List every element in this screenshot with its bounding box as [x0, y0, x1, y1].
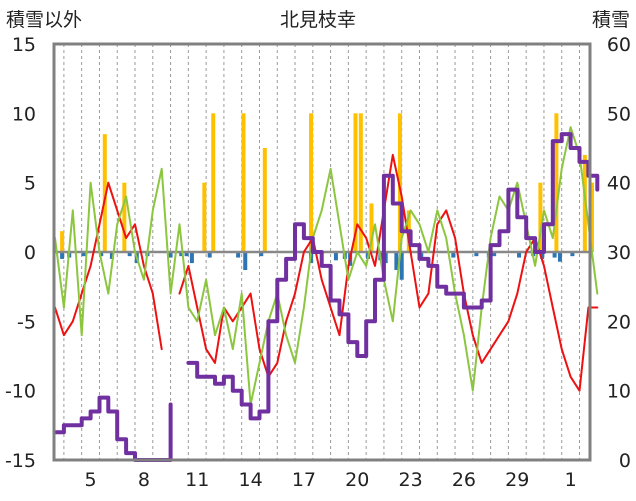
- negative-bar: [168, 252, 173, 258]
- negative-bar: [207, 252, 212, 258]
- negative-bar: [243, 252, 248, 271]
- negative-bar: [394, 252, 399, 271]
- negative-bar: [333, 252, 338, 261]
- precip-bar: [589, 182, 594, 252]
- y-left-tick-label: 15: [12, 34, 36, 56]
- negative-bar: [474, 252, 479, 257]
- precip-bar: [262, 148, 267, 252]
- y-right-tick-label: 30: [607, 242, 631, 264]
- negative-bar: [557, 252, 562, 262]
- y-left-tick-label: 5: [24, 173, 36, 195]
- negative-bar: [570, 252, 575, 257]
- y-right-ticks: 60 50 40 30 20 10 0: [607, 34, 631, 472]
- precip-bar: [397, 113, 402, 252]
- x-tick-label: 5: [85, 469, 97, 491]
- series-line-0: [54, 153, 599, 392]
- x-tick-label: 11: [185, 469, 209, 491]
- negative-bar: [109, 252, 114, 259]
- y-left-tick-label: -5: [17, 311, 36, 333]
- precip-bar: [538, 182, 543, 252]
- negative-bar: [259, 252, 264, 257]
- negative-bar: [127, 252, 132, 257]
- x-tick-label: 20: [345, 469, 369, 491]
- negative-bar: [81, 252, 86, 257]
- lines-layer: [53, 126, 600, 462]
- precip-bar: [554, 113, 559, 252]
- y-right-tick-label: 50: [607, 103, 631, 125]
- precip-bar: [60, 231, 65, 252]
- precip-bar: [353, 113, 358, 252]
- x-tick-label: 14: [238, 469, 262, 491]
- precip-bar: [309, 113, 314, 252]
- x-tick-label: 1: [565, 469, 577, 491]
- precip-bar: [211, 113, 216, 252]
- plot-frame: [52, 42, 592, 462]
- negative-bar: [184, 252, 189, 257]
- x-tick-label: 29: [505, 469, 529, 491]
- x-ticks: 5 8 11 14 17 20 23 26 29 1: [85, 469, 577, 491]
- negative-bar: [60, 252, 65, 259]
- y-right-tick-label: 20: [607, 311, 631, 333]
- negative-bar: [451, 252, 456, 258]
- negative-bar: [492, 252, 497, 257]
- y-left-ticks: 15 10 5 0 -5 -10 -15: [5, 34, 36, 472]
- y-left-tick-label: -15: [5, 450, 36, 472]
- precip-bar: [241, 113, 246, 252]
- x-tick-label: 8: [138, 469, 150, 491]
- negative-bar: [179, 252, 184, 257]
- negative-bar: [399, 252, 404, 280]
- y-right-tick-label: 60: [607, 34, 631, 56]
- y-right-axis-label: 積雪: [592, 9, 630, 31]
- y-right-tick-label: 40: [607, 173, 631, 195]
- x-tick-label: 23: [399, 469, 423, 491]
- negative-bar: [540, 252, 545, 259]
- precip-bar: [122, 182, 127, 252]
- x-tick-label: 26: [452, 469, 476, 491]
- precip-bar: [358, 113, 363, 252]
- negative-bar: [552, 252, 557, 258]
- y-left-tick-label: -10: [5, 381, 36, 403]
- negative-bar: [99, 252, 104, 257]
- y-right-tick-label: 10: [607, 381, 631, 403]
- negative-bar: [517, 252, 522, 258]
- precip-bar: [369, 203, 374, 252]
- negative-bar: [236, 252, 241, 258]
- x-tick-label: 17: [292, 469, 316, 491]
- precip-bar: [202, 182, 207, 252]
- chart-title: 北見枝幸: [280, 9, 356, 31]
- negative-bar: [189, 252, 194, 264]
- y-left-tick-label: 0: [24, 242, 36, 264]
- precip-bar: [102, 134, 107, 252]
- y-left-tick-label: 10: [12, 103, 36, 125]
- y-right-tick-label: 0: [619, 450, 631, 472]
- y-left-axis-label: 積雪以外: [6, 9, 82, 31]
